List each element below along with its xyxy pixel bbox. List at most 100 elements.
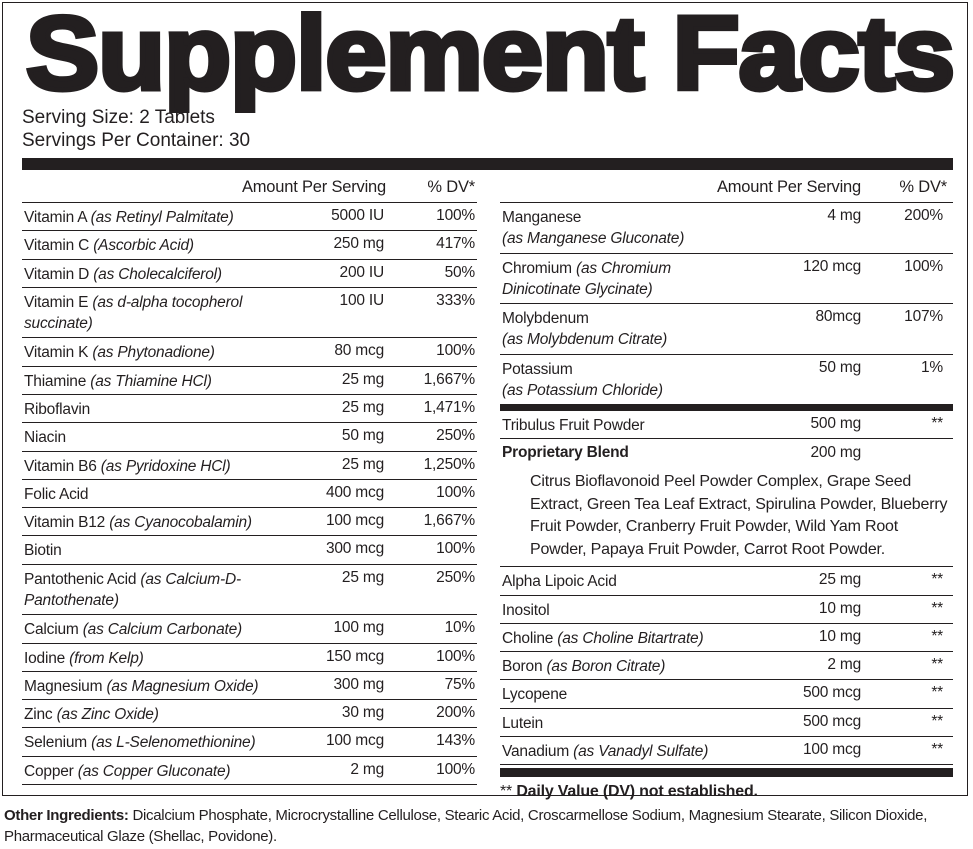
table-row: Niacin 50 mg 250%	[22, 423, 477, 452]
serving-size: Serving Size: 2 Tablets	[22, 107, 215, 128]
nutrient-source: (as Vanadyl Sulfate)	[573, 743, 709, 761]
nutrient-amount: 300 mg	[333, 675, 385, 693]
table-row: Inositol 10 mg **	[500, 596, 953, 624]
amount-header: Amount Per Serving	[241, 178, 386, 196]
nutrient-amount: 300 mcg	[325, 540, 384, 558]
nutrient-amount: 80mcg	[815, 308, 861, 325]
table-row: Molybdenum (as Molybdenum Citrate) 80mcg 10…	[500, 304, 953, 355]
nutrient-dv: **	[931, 656, 943, 674]
nutrient-name: Folic Acid	[24, 484, 324, 505]
table-row: Biotin 300 mcg 100%	[22, 536, 477, 565]
table-row: Potassium (as Potassium Chloride) 50 mg 1%	[500, 355, 953, 405]
nutrient-name: Niacin	[24, 427, 324, 448]
nutrient-label: Zinc	[24, 706, 57, 724]
nutrient-dv: 200%	[436, 704, 475, 722]
nutrient-name: Potassium (as Potassium Chloride)	[502, 359, 802, 401]
nutrient-dv: 107%	[904, 308, 943, 325]
other-ingredients-label: Other Ingredients:	[4, 807, 133, 824]
nutrient-amount: 100 mcg	[802, 741, 861, 759]
nutrient-amount: 25 mg	[341, 568, 384, 586]
nutrient-dv: **	[931, 741, 943, 759]
nutrient-name: Vitamin B12 (as Cyanocobalamin)	[24, 512, 324, 533]
nutrient-name: Riboflavin	[24, 399, 324, 420]
nutrient-amount: 200 IU	[339, 263, 385, 281]
blend-ingredients: Citrus Bioflavonoid Peel Powder Complex,…	[530, 473, 948, 558]
servings-per-container: Servings Per Container: 30	[22, 130, 251, 151]
nutrient-dv: 100%	[436, 540, 475, 558]
nutrient-label: Lycopene	[502, 686, 568, 704]
nutrient-dv: 10%	[444, 619, 476, 637]
nutrient-amount: 120 mcg	[802, 257, 861, 275]
footnote-stars: **	[500, 783, 517, 801]
nutrient-amount: 10 mg	[818, 627, 861, 645]
nutrient-dv: **	[931, 712, 943, 730]
table-row: Magnesium (as Magnesium Oxide) 300 mg 75%	[22, 672, 477, 701]
nutrient-name: Manganese (as Manganese Gluconate)	[502, 207, 802, 249]
nutrient-dv: 100%	[904, 257, 943, 275]
nutrient-label: Vitamin E	[24, 293, 93, 311]
nutrient-name: Vitamin K (as Phytonadione)	[24, 342, 324, 363]
nutrient-label: Vitamin D	[24, 265, 94, 283]
nutrient-dv: 250%	[436, 568, 475, 586]
table-row: Selenium (as L-Selenomethionine) 100 mcg 1…	[22, 728, 477, 757]
nutrient-label: Niacin	[24, 429, 66, 447]
nutrient-dv: 100%	[436, 760, 475, 778]
nutrient-amount: 25 mg	[341, 398, 384, 416]
table-row: Vitamin B12 (as Cyanocobalamin) 100 mcg 1,…	[22, 508, 477, 537]
table-row: Vitamin D (as Cholecalciferol) 200 IU 50%	[22, 260, 477, 288]
nutrient-dv: **	[931, 571, 943, 589]
table-row: Folic Acid 400 mcg 100%	[22, 480, 477, 509]
nutrient-amount: 4 mg	[827, 207, 861, 224]
nutrient-label: Folic Acid	[24, 485, 89, 503]
nutrient-label: Alpha Lipoic Acid	[502, 573, 617, 591]
nutrient-source: (as Copper Gluconate)	[77, 762, 231, 780]
nutrient-name: Pantothenic Acid (as Calcium-D-Pantothen…	[24, 569, 274, 611]
footnote-text: Daily Value (DV) not established.	[516, 783, 758, 801]
nutrient-amount: 2 mg	[827, 656, 861, 674]
nutrient-source: (as Calcium Carbonate)	[82, 621, 242, 639]
section-divider-bar	[500, 405, 953, 411]
nutrient-source: (as Potassium Chloride)	[502, 381, 663, 399]
nutrient-amount: 100 IU	[339, 291, 385, 309]
nutrient-name: Copper (as Copper Gluconate)	[24, 761, 324, 782]
table-row: Vanadium (as Vanadyl Sulfate) 100 mcg **	[500, 737, 953, 766]
nutrient-dv: 100%	[436, 483, 475, 501]
table-row: Vitamin A (as Retinyl Palmitate) 5000 IU 1…	[22, 203, 477, 232]
nutrient-label: Boron	[502, 658, 547, 676]
nutrient-dv: 1,667%	[423, 370, 476, 388]
nutrient-label: Vitamin B6	[24, 457, 101, 475]
other-ingredients-text: Dicalcium Phosphate, Microcrystalline Ce…	[4, 807, 928, 845]
nutrient-amount: 50 mg	[818, 358, 861, 376]
nutrient-label: Riboflavin	[24, 400, 91, 418]
nutrient-label: Magnesium	[24, 677, 107, 695]
nutrient-amount: 5000 IU	[331, 207, 384, 224]
nutrient-amount: 100 mcg	[325, 512, 384, 530]
nutrient-amount: 25 mg	[341, 455, 384, 473]
nutrient-dv: 100%	[436, 207, 475, 224]
nutrient-source: (as Magnesium Oxide)	[106, 677, 259, 695]
nutrient-amount: 25 mg	[341, 370, 384, 388]
nutrient-source: (as Molybdenum Citrate)	[502, 331, 668, 348]
dv-header: % DV*	[427, 178, 475, 196]
nutrient-name: Lycopene	[502, 684, 802, 705]
table-row: Zinc (as Zinc Oxide) 30 mg 200%	[22, 700, 477, 729]
nutrient-name: Vitamin B6 (as Pyridoxine HCl)	[24, 456, 324, 477]
nutrient-amount: 500 mcg	[802, 712, 861, 730]
nutrient-name: Boron (as Boron Citrate)	[502, 656, 802, 677]
nutrient-name: Magnesium (as Magnesium Oxide)	[24, 676, 324, 697]
nutrient-name: Calcium (as Calcium Carbonate)	[24, 619, 324, 640]
table-row: Boron (as Boron Citrate) 2 mg **	[500, 652, 953, 681]
nutrient-dv: 333%	[436, 291, 475, 309]
nutrient-dv: 1%	[920, 358, 943, 376]
table-row: Thiamine (as Thiamine HCl) 25 mg 1,667%	[22, 367, 477, 395]
table-row: Copper (as Copper Gluconate) 2 mg 100%	[22, 757, 477, 786]
nutrient-source: (as Cyanocobalamin)	[109, 514, 252, 532]
nutrient-label: Molybdenum	[502, 310, 589, 327]
table-row: Manganese (as Manganese Gluconate) 4 mg 200…	[500, 203, 953, 254]
nutrient-source: (as L-Selenomethionine)	[91, 734, 256, 752]
proprietary-blend: Proprietary Blend 200 mg Citrus Bioflavo…	[500, 439, 953, 568]
nutrient-dv: 100%	[436, 342, 475, 360]
nutrient-name: Vanadium (as Vanadyl Sulfate)	[502, 741, 802, 762]
nutrient-dv: 50%	[444, 263, 476, 281]
footnote: ** Daily Value (DV) not established.	[500, 783, 953, 801]
